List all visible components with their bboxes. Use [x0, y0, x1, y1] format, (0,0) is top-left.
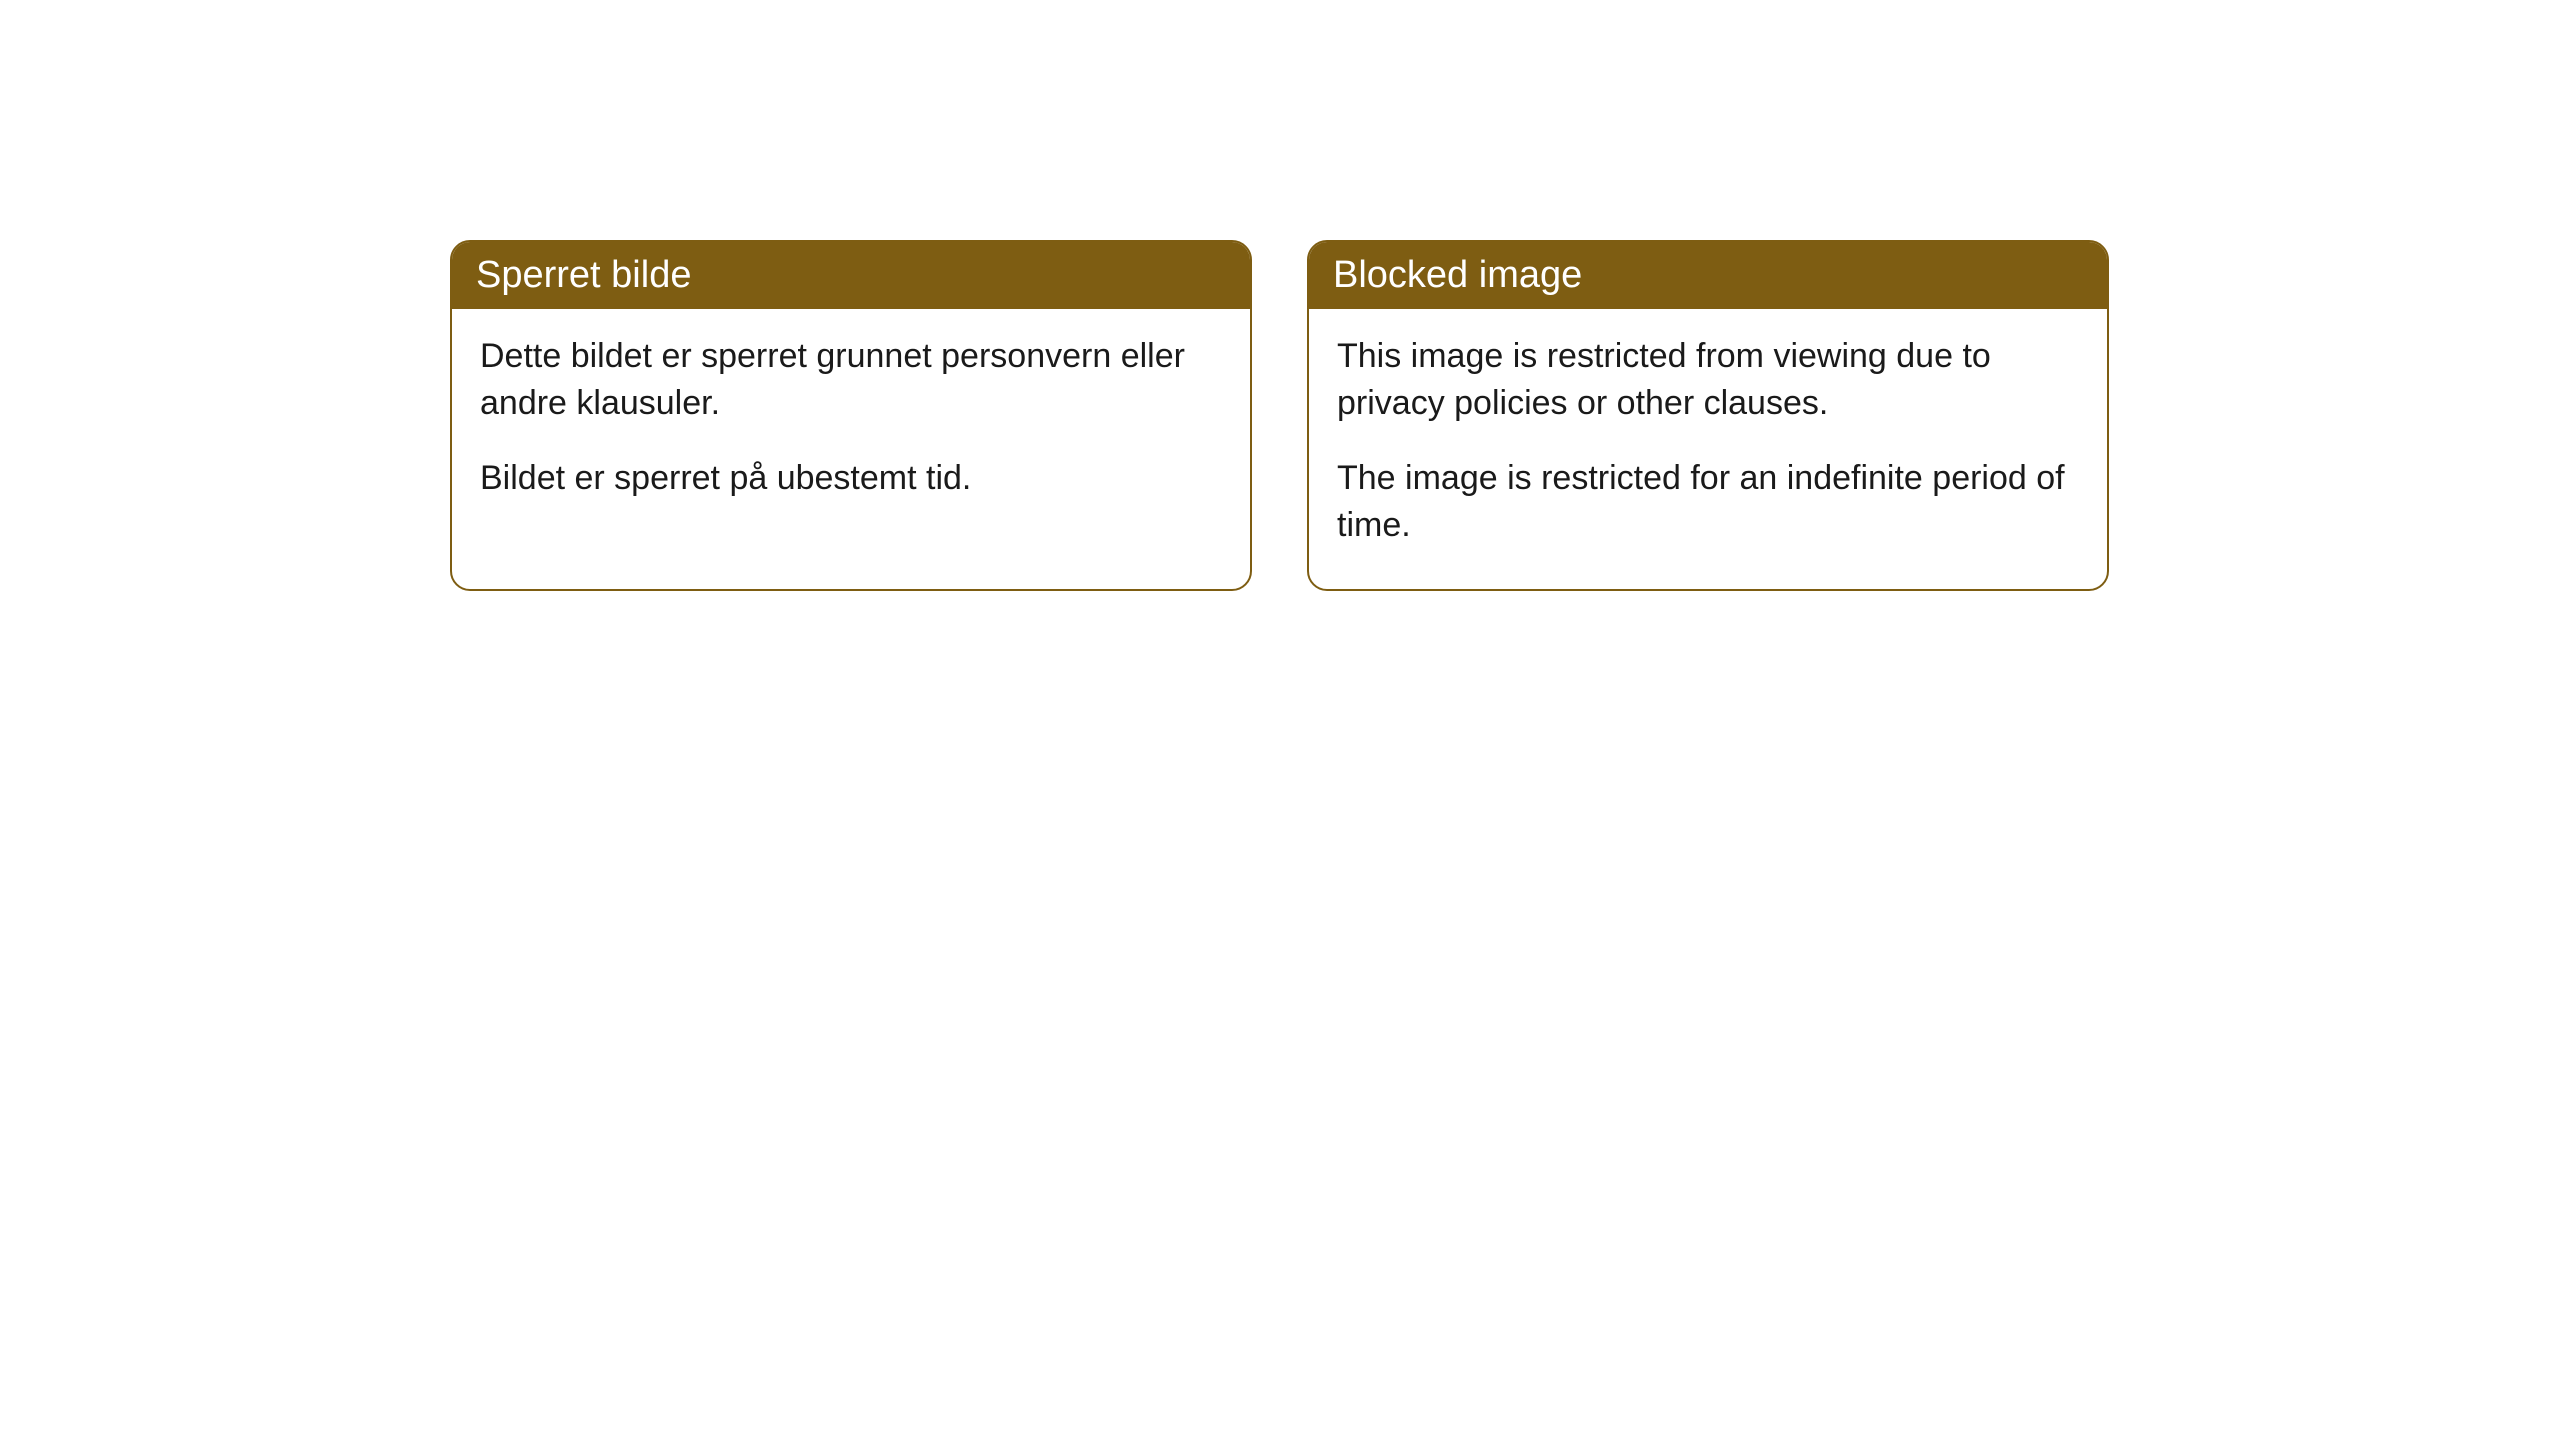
card-body: This image is restricted from viewing du… — [1309, 309, 2107, 589]
card-title: Sperret bilde — [476, 254, 691, 296]
card-title: Blocked image — [1333, 254, 1582, 296]
card-header: Blocked image — [1309, 242, 2107, 309]
card-paragraph-2: Bildet er sperret på ubestemt tid. — [480, 455, 1222, 502]
card-header: Sperret bilde — [452, 242, 1250, 309]
blocked-image-card-norwegian: Sperret bilde Dette bildet er sperret gr… — [450, 240, 1252, 591]
card-paragraph-2: The image is restricted for an indefinit… — [1337, 455, 2079, 549]
card-paragraph-1: Dette bildet er sperret grunnet personve… — [480, 333, 1222, 427]
cards-container: Sperret bilde Dette bildet er sperret gr… — [450, 240, 2560, 591]
blocked-image-card-english: Blocked image This image is restricted f… — [1307, 240, 2109, 591]
card-body: Dette bildet er sperret grunnet personve… — [452, 309, 1250, 542]
card-paragraph-1: This image is restricted from viewing du… — [1337, 333, 2079, 427]
